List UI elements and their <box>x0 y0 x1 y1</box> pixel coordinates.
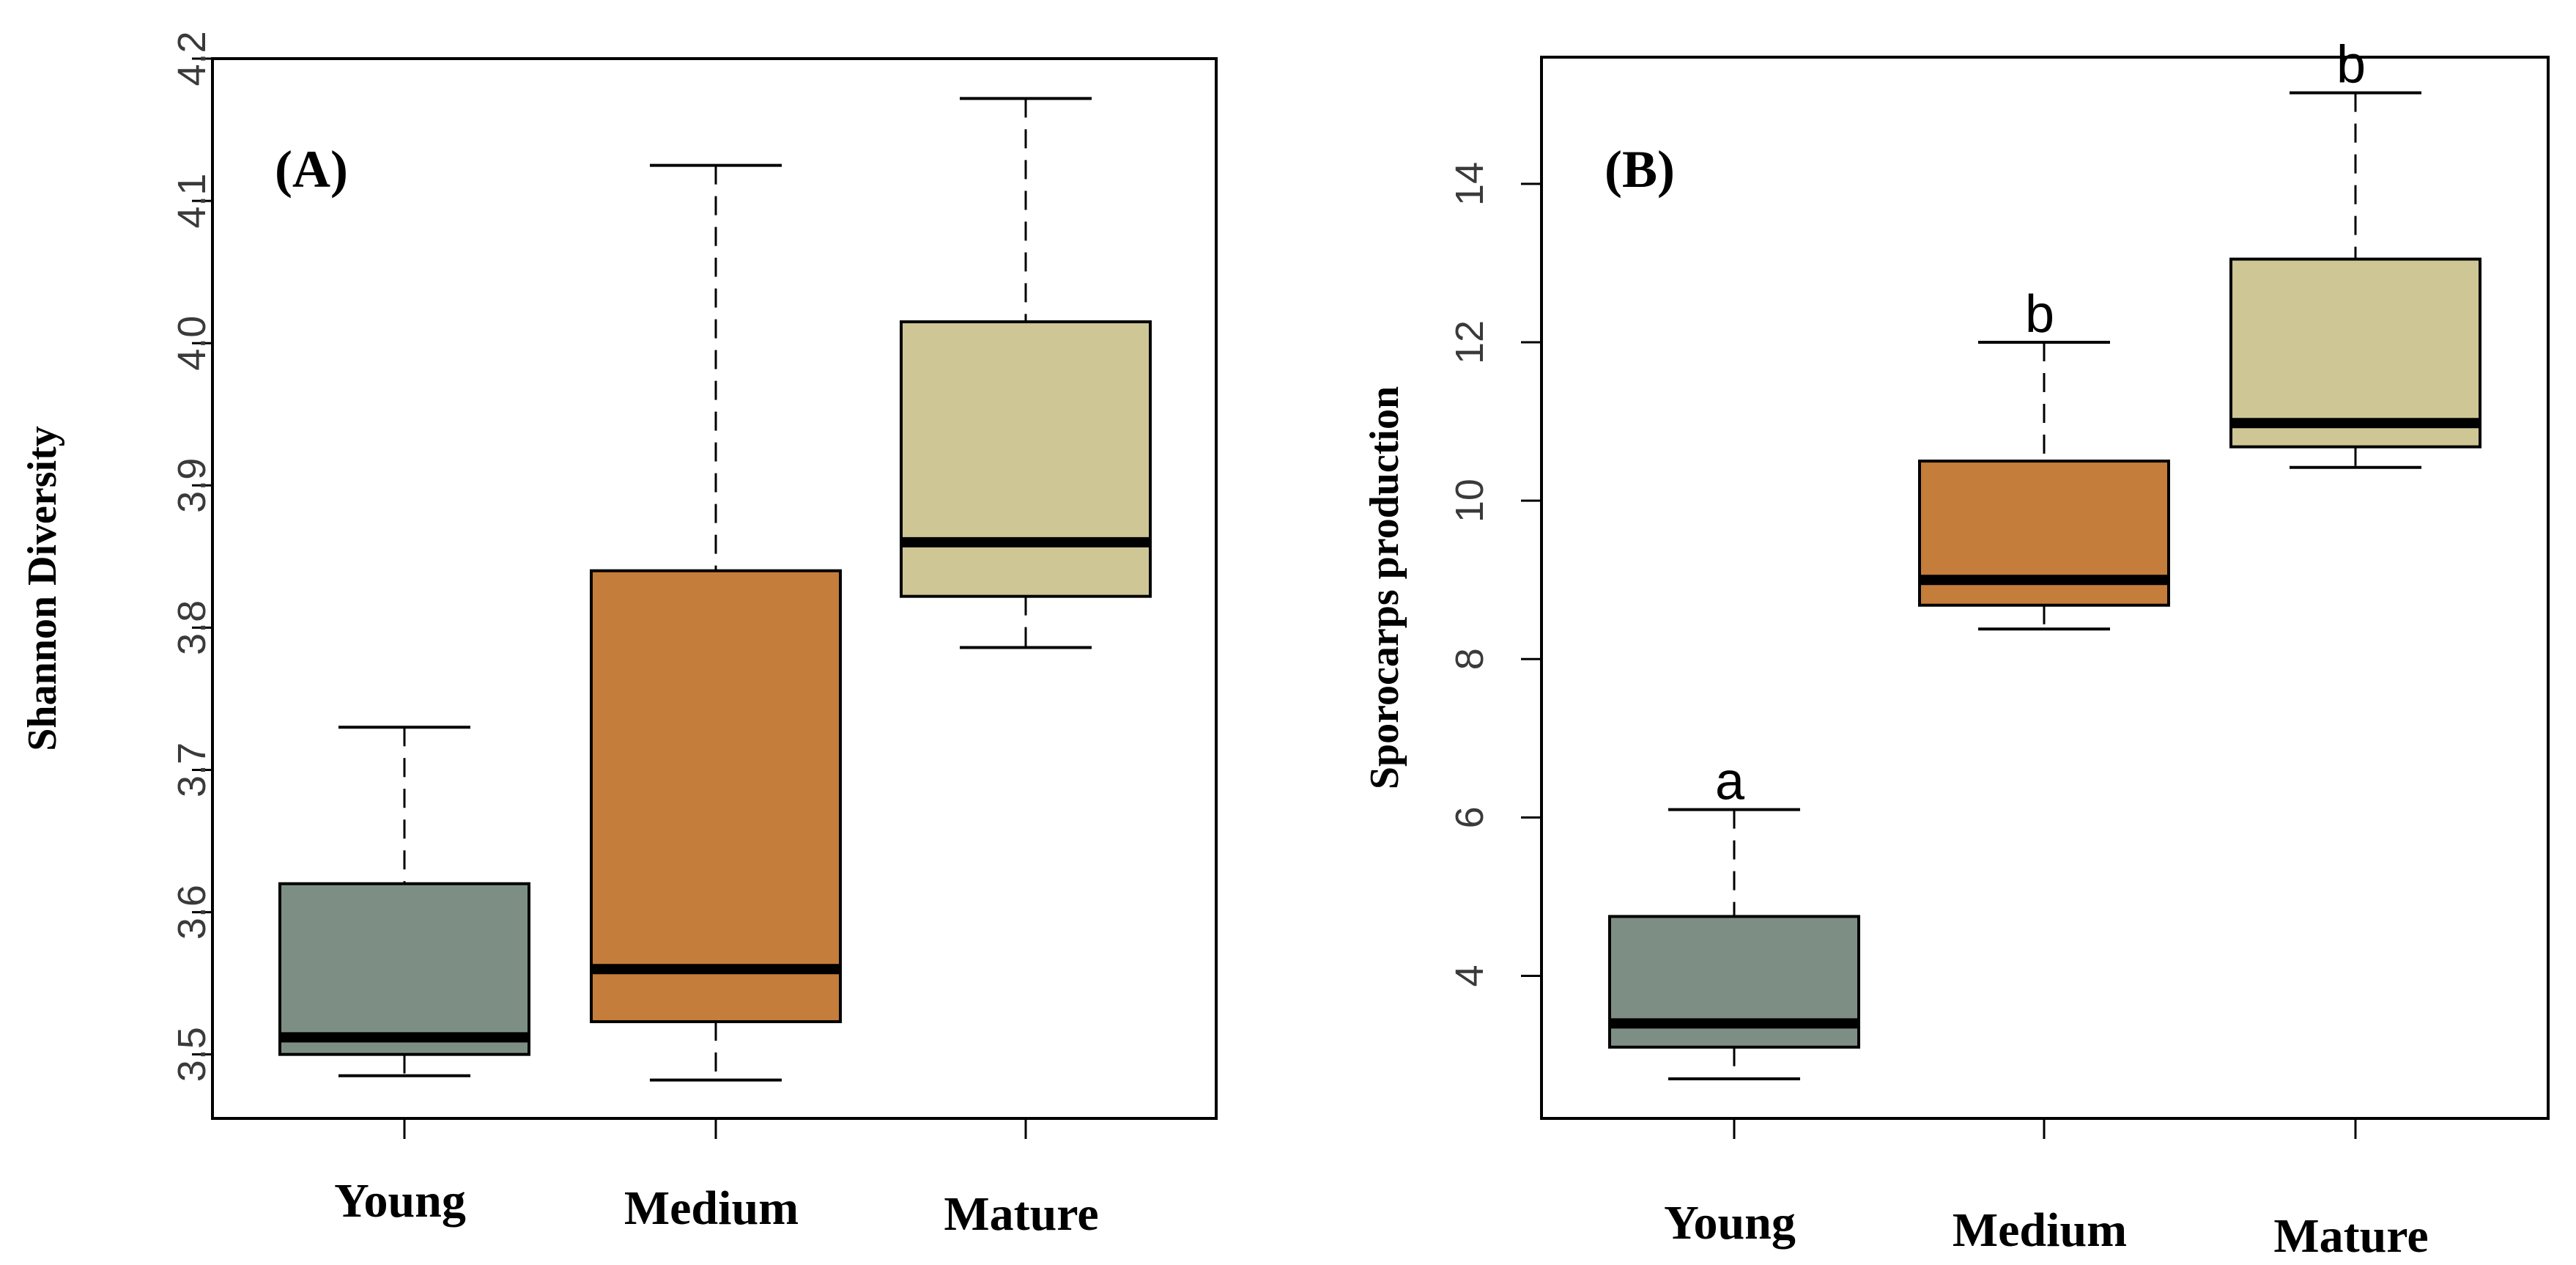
plot-frame <box>211 57 1218 1120</box>
x-category-label: Mature <box>944 1187 1098 1241</box>
box-young: a Young <box>1608 753 1860 1250</box>
panel-b: 4 6 8 10 12 14 Sporocarps production (B) a Young b… <box>1362 36 2550 1263</box>
box-mature: Mature <box>900 97 1152 1241</box>
x-category-label: Mature <box>2273 1209 2428 1263</box>
iqr-box <box>278 882 530 1056</box>
significance-letter: b <box>2336 36 2366 95</box>
y-tick-label: 4.0 <box>170 316 214 371</box>
y-tick-label: 10 <box>1448 479 1492 523</box>
y-axis-title: Sporocarps production <box>1362 386 1407 789</box>
box-medium: Medium <box>590 163 842 1235</box>
panel-a: 3.5 3.6 3.7 3.8 3.9 4.0 4.1 4.2 Shannon Diversit… <box>20 31 1218 1241</box>
y-tick-label: 6 <box>1448 806 1492 828</box>
panel-label: (A) <box>275 140 348 199</box>
x-category-label: Young <box>334 1174 466 1228</box>
y-tick-label: 14 <box>1448 162 1492 206</box>
significance-letter: b <box>2025 285 2054 344</box>
y-tick-label: 3.5 <box>170 1027 214 1082</box>
box-mature: b Mature <box>2229 36 2481 1263</box>
iqr-box <box>2229 257 2481 449</box>
y-tick-label: 3.9 <box>170 458 214 513</box>
x-category-label: Young <box>1664 1196 1796 1250</box>
y-tick-label: 4.2 <box>170 31 214 86</box>
x-category-label: Medium <box>1953 1203 2127 1257</box>
y-tick-label: 4.1 <box>170 174 214 229</box>
x-category-label: Medium <box>624 1181 799 1235</box>
y-tick-label: 3.8 <box>170 600 214 655</box>
panel-label: (B) <box>1605 140 1675 199</box>
iqr-box <box>900 320 1152 598</box>
y-tick-label: 4 <box>1448 965 1492 986</box>
y-tick-label: 8 <box>1448 648 1492 670</box>
significance-letter: a <box>1715 753 1745 811</box>
y-tick-label: 3.6 <box>170 885 214 940</box>
iqr-box <box>590 569 842 1024</box>
y-tick-label: 12 <box>1448 320 1492 364</box>
box-medium: b Medium <box>1918 285 2170 1257</box>
y-tick-label: 3.7 <box>170 742 214 797</box>
box-young: Young <box>278 726 530 1228</box>
y-axis-title: Shannon Diversity <box>20 426 65 750</box>
